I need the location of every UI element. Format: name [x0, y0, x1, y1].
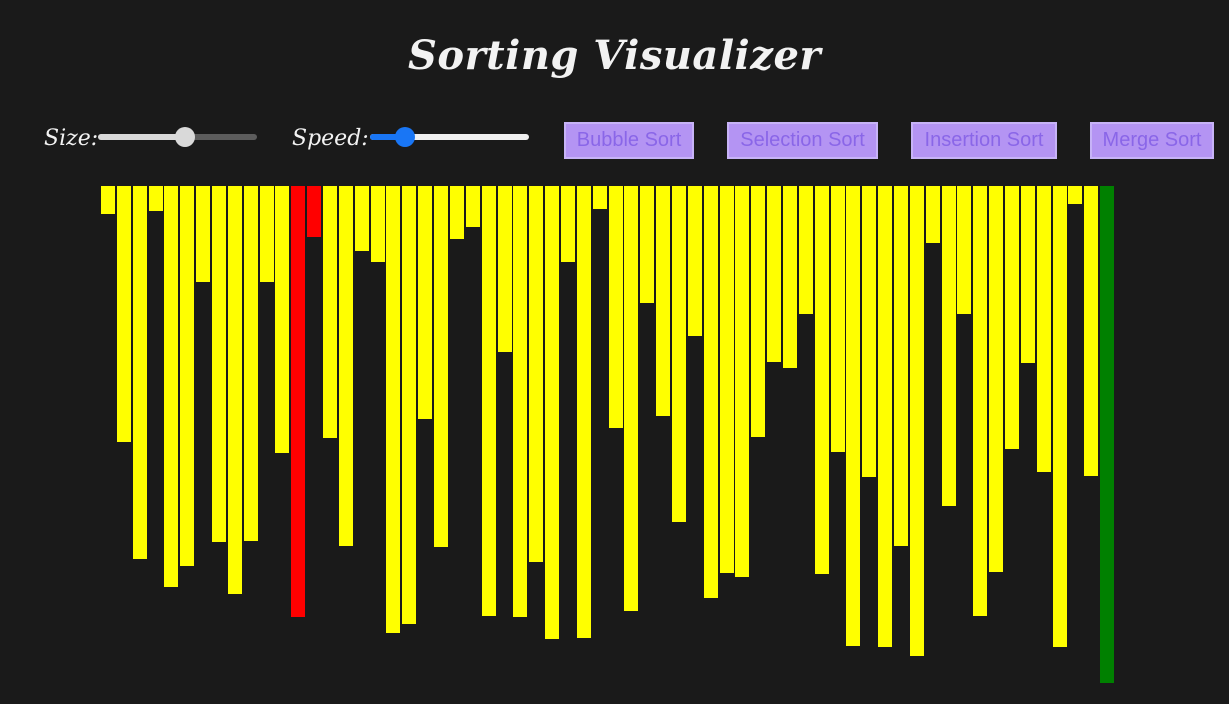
array-bar	[1053, 186, 1067, 647]
array-bar	[196, 186, 210, 282]
array-bar	[117, 186, 131, 442]
selection-sort-button[interactable]: Selection Sort	[727, 122, 878, 159]
array-bar	[228, 186, 242, 594]
array-bar	[926, 186, 940, 243]
speed-slider-track	[370, 134, 529, 140]
array-bar	[688, 186, 702, 336]
page-title: Sorting Visualizer	[408, 32, 821, 79]
array-bar	[164, 186, 178, 587]
array-bar	[355, 186, 369, 251]
speed-label: Speed:	[292, 126, 369, 151]
array-bar	[672, 186, 686, 522]
array-bar	[482, 186, 496, 616]
array-bar	[498, 186, 512, 352]
speed-slider-fill	[370, 134, 405, 140]
array-bar	[735, 186, 749, 577]
array-bar	[307, 186, 321, 237]
array-bar	[1021, 186, 1035, 363]
array-bar	[244, 186, 258, 541]
array-bar	[846, 186, 860, 646]
array-bar	[212, 186, 226, 542]
array-bar	[640, 186, 654, 303]
array-bar	[513, 186, 527, 617]
size-slider[interactable]	[98, 127, 257, 147]
insertion-sort-button[interactable]: Insertion Sort	[911, 122, 1057, 159]
array-bar	[1084, 186, 1098, 476]
array-bar	[450, 186, 464, 239]
array-bar	[767, 186, 781, 362]
array-bar	[609, 186, 623, 428]
array-bar	[577, 186, 591, 638]
array-bar	[989, 186, 1003, 572]
array-bar	[180, 186, 194, 566]
size-slider-fill	[98, 134, 185, 140]
array-bar	[386, 186, 400, 633]
array-bar	[323, 186, 337, 438]
array-bar	[942, 186, 956, 506]
size-slider-thumb[interactable]	[175, 127, 195, 147]
array-bar	[957, 186, 971, 314]
array-bar	[624, 186, 638, 611]
array-bar	[720, 186, 734, 573]
speed-slider-thumb[interactable]	[395, 127, 415, 147]
array-bar	[561, 186, 575, 262]
array-bar	[545, 186, 559, 639]
array-bar	[291, 186, 305, 617]
array-bar	[910, 186, 924, 656]
array-bar	[656, 186, 670, 416]
array-bar	[1005, 186, 1019, 449]
array-bar	[101, 186, 115, 214]
array-bar	[783, 186, 797, 368]
array-bar	[1037, 186, 1051, 472]
array-bar	[275, 186, 289, 453]
array-bar	[593, 186, 607, 209]
array-bar	[133, 186, 147, 559]
array-bar	[466, 186, 480, 227]
merge-sort-button[interactable]: Merge Sort	[1090, 122, 1214, 159]
array-bar	[529, 186, 543, 562]
array-bar	[371, 186, 385, 262]
array-bar	[973, 186, 987, 616]
array-bar	[402, 186, 416, 624]
array-bar	[704, 186, 718, 598]
array-bar	[862, 186, 876, 477]
bubble-sort-button[interactable]: Bubble Sort	[564, 122, 694, 159]
array-bar	[149, 186, 163, 211]
array-bar	[1100, 186, 1114, 683]
array-bar	[894, 186, 908, 546]
size-label: Size:	[44, 126, 99, 151]
array-bar	[434, 186, 448, 547]
array-bar	[418, 186, 432, 419]
array-bar	[260, 186, 274, 282]
array-bar	[751, 186, 765, 437]
array-bar	[878, 186, 892, 647]
array-bar	[1068, 186, 1082, 204]
array-bar	[831, 186, 845, 452]
array-bar	[815, 186, 829, 574]
array-bar	[339, 186, 353, 546]
array-bar	[799, 186, 813, 314]
speed-slider[interactable]	[370, 127, 529, 147]
